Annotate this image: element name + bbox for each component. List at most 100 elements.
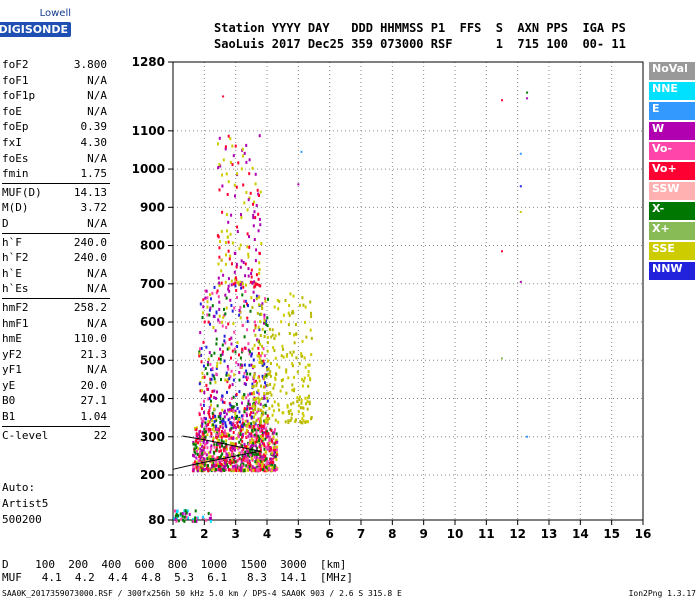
echo-point xyxy=(268,466,270,470)
echo-point xyxy=(222,419,225,423)
echo-point xyxy=(272,441,275,445)
echo-point xyxy=(268,437,271,441)
echo-point xyxy=(266,414,269,418)
echo-point xyxy=(219,353,222,357)
echo-point xyxy=(273,450,276,454)
echo-point xyxy=(255,297,258,301)
echo-point xyxy=(258,354,261,358)
param-name: h`F xyxy=(2,235,22,249)
echo-point xyxy=(223,461,226,465)
param-row: D N/A xyxy=(2,216,168,232)
echo-point xyxy=(239,243,242,247)
echo-point xyxy=(270,457,273,461)
echo-point xyxy=(203,463,206,467)
echo-point xyxy=(269,370,272,374)
echo-point xyxy=(296,396,299,400)
echo-point xyxy=(250,432,253,436)
echo-point xyxy=(258,295,261,299)
echo-point xyxy=(204,435,207,439)
echo-point xyxy=(239,366,242,369)
echo-point xyxy=(273,349,276,352)
legend-item: SSE xyxy=(649,242,695,260)
echo-point xyxy=(223,446,226,450)
echo-point xyxy=(219,347,222,351)
echo-point xyxy=(224,262,227,266)
echo-point xyxy=(195,520,198,523)
x-tick-label: 14 xyxy=(572,527,589,541)
param-value: 3.72 xyxy=(80,201,108,215)
echo-point xyxy=(213,463,216,467)
echo-point xyxy=(276,445,279,449)
echo-point xyxy=(209,457,212,461)
param-value: N/A xyxy=(87,89,107,103)
echo-point xyxy=(209,381,212,385)
echo-point xyxy=(261,431,264,435)
echo-point xyxy=(195,456,198,460)
echo-point xyxy=(182,518,184,522)
echo-point xyxy=(222,315,225,319)
echo-point xyxy=(253,421,256,425)
echo-point xyxy=(213,396,216,400)
echo-point xyxy=(259,429,262,433)
echo-point xyxy=(224,378,227,382)
echo-point xyxy=(266,420,269,424)
echo-point xyxy=(195,439,198,443)
echo-point xyxy=(265,373,268,377)
echo-point xyxy=(224,341,227,345)
echo-point xyxy=(206,296,209,300)
echo-point xyxy=(248,465,251,469)
echo-point xyxy=(304,305,307,309)
echo-point xyxy=(261,457,264,461)
echo-point xyxy=(263,396,266,400)
echo-point xyxy=(228,417,231,421)
echo-point xyxy=(266,442,269,445)
echo-point xyxy=(246,372,249,376)
echo-point xyxy=(237,419,240,423)
echo-point xyxy=(242,375,245,379)
param-name: foEs xyxy=(2,151,29,165)
echo-point xyxy=(231,309,234,313)
echo-point xyxy=(274,447,277,451)
echo-point xyxy=(260,444,263,448)
echo-point xyxy=(216,361,219,365)
echo-point xyxy=(238,418,241,421)
echo-point xyxy=(238,283,240,287)
echo-point xyxy=(246,208,249,212)
echo-point xyxy=(221,426,224,430)
echo-point xyxy=(229,407,232,411)
echo-point xyxy=(230,396,233,400)
echo-point xyxy=(248,235,250,239)
echo-point xyxy=(261,361,264,365)
echo-point xyxy=(229,428,231,432)
echo-point xyxy=(264,297,266,301)
echo-point xyxy=(232,437,235,440)
echo-point xyxy=(231,446,234,450)
echo-point xyxy=(217,464,220,468)
echo-point xyxy=(220,435,223,439)
echo-point xyxy=(301,354,304,358)
echo-point xyxy=(261,374,264,378)
echo-point xyxy=(240,286,243,290)
echo-point xyxy=(245,411,248,415)
echo-point xyxy=(226,347,229,351)
echo-point xyxy=(221,320,224,324)
echo-point xyxy=(296,400,299,404)
echo-point xyxy=(226,457,229,461)
echo-point xyxy=(286,353,289,357)
param-value: N/A xyxy=(87,363,107,377)
echo-point xyxy=(246,460,249,464)
echo-point xyxy=(221,463,223,467)
echo-point xyxy=(298,362,301,366)
echo-point xyxy=(221,400,224,404)
echo-point xyxy=(256,410,259,414)
echo-point xyxy=(255,204,258,207)
echo-point xyxy=(297,183,300,186)
echo-point xyxy=(198,458,201,462)
echo-point xyxy=(252,397,255,401)
echo-point xyxy=(276,467,278,471)
legend-item: SSW xyxy=(649,182,695,200)
echo-point xyxy=(220,229,223,233)
echo-point xyxy=(270,469,273,473)
echo-point xyxy=(208,412,211,416)
echo-point xyxy=(253,372,256,376)
